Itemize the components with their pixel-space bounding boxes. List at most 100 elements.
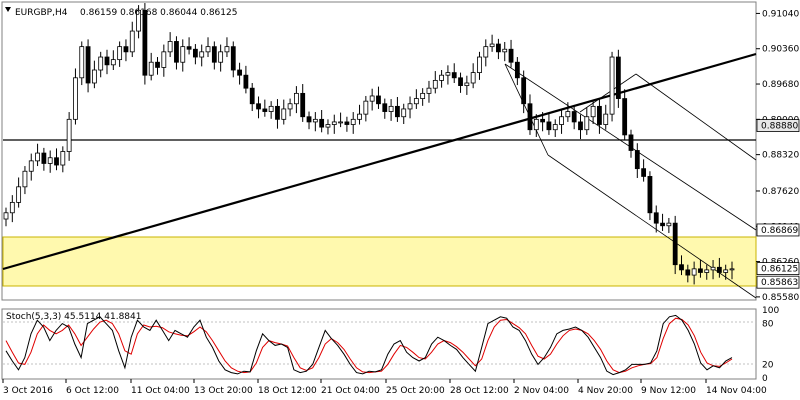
- ohlc-values: 0.86159 0.86168 0.86044 0.86125: [80, 8, 237, 18]
- candle: [174, 36, 179, 70]
- candle: [407, 96, 413, 119]
- candle: [9, 195, 15, 223]
- candle: [3, 207, 9, 227]
- time-tick-label: 28 Oct 12:00: [450, 386, 509, 396]
- candle: [123, 39, 129, 62]
- candle: [338, 112, 343, 128]
- candle: [634, 143, 640, 178]
- candle: [230, 41, 236, 78]
- candle: [615, 49, 621, 108]
- candle: [186, 37, 192, 55]
- candle: [691, 261, 697, 285]
- candle: [647, 171, 653, 221]
- symbol-timeframe: EURGBP,H4: [15, 8, 68, 18]
- candle: [496, 38, 501, 60]
- candle: [401, 103, 407, 125]
- stochastic-panel[interactable]: [1, 308, 757, 380]
- price-level-label: 0.88880: [761, 122, 798, 132]
- candle: [395, 97, 400, 122]
- candle: [275, 99, 280, 129]
- candle: [136, 5, 141, 39]
- time-tick-label: 21 Oct 04:00: [321, 386, 380, 396]
- candle: [306, 111, 312, 130]
- candle: [426, 80, 432, 103]
- candle: [622, 89, 628, 141]
- candle: [54, 148, 59, 171]
- candle: [552, 119, 558, 137]
- price-channel-2[interactable]: [579, 73, 757, 161]
- price-level-box: [756, 223, 800, 237]
- time-tick-label: 9 Nov 12:00: [641, 386, 696, 396]
- time-tick-label: 4 Nov 20:00: [578, 386, 633, 396]
- candle: [268, 101, 274, 119]
- candle: [698, 259, 703, 278]
- candle: [710, 260, 716, 280]
- triangle-down-icon[interactable]: [5, 7, 11, 12]
- candle: [85, 39, 91, 93]
- candle: [104, 49, 110, 75]
- candle: [609, 51, 615, 122]
- candle: [350, 112, 356, 134]
- stochastic-axis: 100 80 20 0: [762, 306, 779, 384]
- support-zone[interactable]: [2, 236, 757, 287]
- candle: [91, 60, 97, 89]
- candle: [483, 39, 489, 67]
- time-tick-label: 13 Oct 20:00: [194, 386, 253, 396]
- price-tick-label: 0.87620: [762, 187, 799, 197]
- stochastic-label: Stoch(5,3,3) 45.5114 41.8841: [6, 312, 141, 322]
- candle: [262, 99, 268, 117]
- candle: [155, 57, 160, 75]
- candle: [546, 112, 552, 135]
- stoch-axis-label: 100: [762, 306, 779, 316]
- candle: [527, 94, 533, 135]
- price-level-label: 0.86125: [761, 265, 798, 275]
- candle: [470, 63, 476, 89]
- candle: [376, 86, 381, 109]
- candle: [413, 89, 419, 109]
- candle: [584, 107, 590, 135]
- price-level-box: [756, 119, 800, 132]
- candle: [723, 264, 729, 280]
- candle: [704, 264, 710, 280]
- candle: [565, 102, 571, 122]
- candle: [73, 68, 78, 125]
- candle: [312, 112, 318, 132]
- candle: [293, 86, 299, 114]
- candle: [445, 65, 451, 85]
- stoch-axis-label: 80: [762, 320, 774, 330]
- time-tick-label: 6 Oct 12:00: [66, 386, 119, 396]
- candle: [363, 95, 369, 122]
- candle: [489, 34, 495, 52]
- candle: [256, 96, 261, 119]
- candle: [388, 99, 394, 121]
- candle: [666, 217, 672, 234]
- candle: [148, 52, 154, 81]
- candle: [660, 213, 665, 231]
- candle: [641, 159, 647, 182]
- candle: [514, 57, 520, 86]
- candle: [218, 44, 224, 72]
- time-axis[interactable]: 3 Oct 2016 6 Oct 12:00 11 Oct 04:00 13 Oct …: [2, 379, 767, 396]
- trendline[interactable]: [2, 52, 757, 271]
- candle: [672, 215, 678, 275]
- candle: [41, 147, 47, 171]
- candle: [300, 84, 306, 122]
- candle: [110, 50, 116, 71]
- price-level-label: 0.86869: [761, 226, 798, 236]
- candle: [199, 44, 205, 67]
- time-tick-label: 18 Oct 12:00: [258, 386, 317, 396]
- candle: [98, 51, 104, 78]
- time-tick-label: 14 Nov 04:00: [706, 386, 767, 396]
- candle: [432, 71, 438, 94]
- candle: [382, 98, 388, 119]
- stoch-axis-label: 20: [762, 360, 774, 370]
- price-tick-label: 0.89680: [762, 80, 799, 90]
- candle: [224, 37, 230, 58]
- candle: [685, 264, 691, 283]
- candle: [653, 205, 659, 233]
- price-axis[interactable]: 0.910400.903600.896800.890000.883200.876…: [756, 9, 800, 303]
- candle: [142, 3, 148, 85]
- candle: [344, 116, 350, 132]
- candle: [521, 70, 527, 114]
